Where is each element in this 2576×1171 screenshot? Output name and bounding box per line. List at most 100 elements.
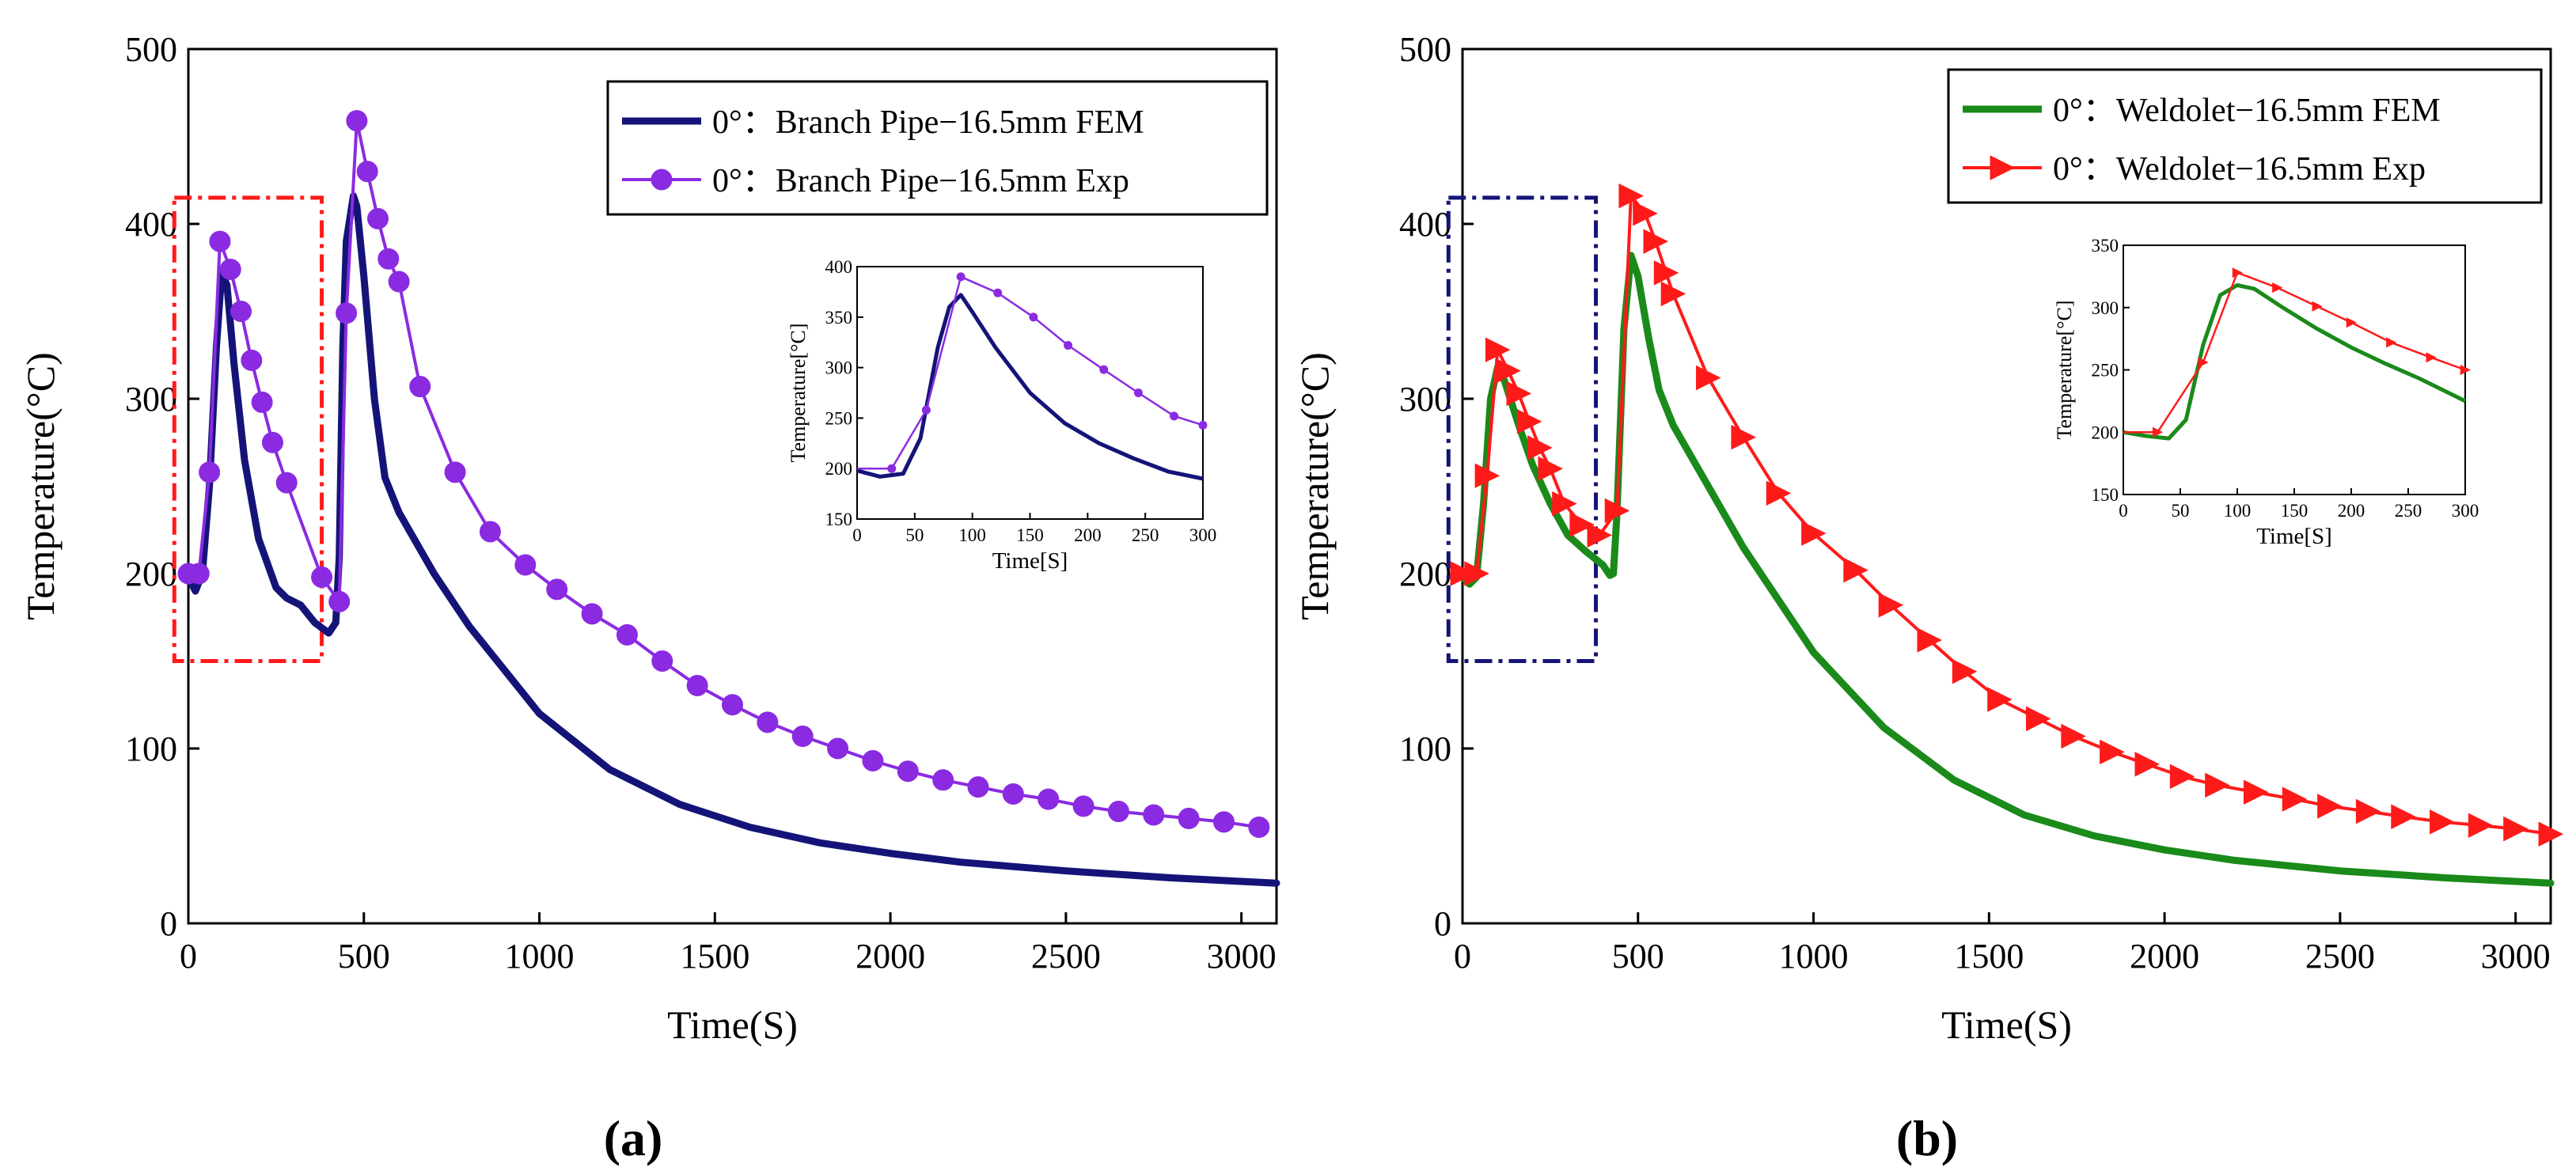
- x-tick-label-b: 2500: [2305, 937, 2375, 976]
- inset-series-marker-a-1: [1198, 420, 1208, 430]
- series-marker-a-1: [219, 258, 241, 280]
- legend-box-b: [1947, 68, 2543, 204]
- series-marker-b-1: [1653, 260, 1679, 286]
- series-marker-b-1: [1633, 200, 1658, 226]
- series-marker-b-1: [1538, 456, 1563, 482]
- legend-label-b-0: 0°：Weldolet−16.5mm FEM: [2053, 93, 2441, 129]
- series-marker-b-1: [1731, 424, 1756, 450]
- chart-panel-a: 0 500 1000 1500 2000 2500 30000100200300400500…: [18, 30, 1280, 1047]
- series-marker-a-1: [346, 110, 368, 132]
- inset-x-tick-label-a: 0: [852, 525, 862, 545]
- series-marker-b-1: [2134, 752, 2160, 777]
- inset-x-tick-label-a: 100: [958, 525, 986, 545]
- inset-x-tick-label-a: 50: [905, 525, 924, 545]
- series-marker-b-1: [1516, 408, 1542, 434]
- series-marker-a-1: [651, 650, 673, 672]
- series-marker-b-1: [1485, 337, 1511, 362]
- inset-x-tick-label-b: 100: [2224, 501, 2252, 521]
- inset-x-tick-label-b: 250: [2395, 501, 2422, 521]
- inset-x-tick-label-a: 250: [1132, 525, 1159, 545]
- inset-frame-b: [2123, 244, 2466, 495]
- inset-x-tick-label-b: 200: [2338, 501, 2365, 521]
- series-marker-a-1: [616, 623, 638, 646]
- inset-y-tick-label-b: 150: [2092, 485, 2119, 505]
- inset-y-tick-label-a: 400: [825, 257, 853, 277]
- inset-y-tick-label-b: 200: [2092, 423, 2119, 442]
- series-marker-a-1: [686, 674, 708, 696]
- series-marker-b-1: [2317, 794, 2343, 819]
- x-tick-label-b: 500: [1612, 937, 1664, 976]
- series-marker-b-1: [1643, 229, 1669, 254]
- inset-b: 0 50 100 150 200 250 300 150 200 250 300 350 Time[S]…: [2053, 236, 2479, 549]
- series-marker-a-1: [862, 749, 884, 771]
- series-marker-a-1: [367, 207, 389, 229]
- x-tick-label-a: 500: [338, 937, 390, 976]
- series-marker-a-1: [261, 431, 283, 453]
- series-marker-a-1: [722, 694, 743, 716]
- series-marker-b-1: [1506, 381, 1532, 407]
- inset-series-marker-a-1: [993, 288, 1003, 297]
- series-marker-a-1: [356, 161, 378, 183]
- inset-y-tick-label-a: 150: [825, 510, 853, 529]
- inset-series-line-a-0: [856, 293, 1204, 481]
- series-marker-b-1: [1618, 183, 1644, 209]
- x-tick-label-b: 1500: [1954, 937, 2024, 976]
- series-marker-b-1: [2282, 786, 2308, 812]
- series-marker-a-1: [932, 769, 954, 791]
- series-marker-a-1: [1038, 788, 1060, 810]
- series-marker-a-1: [444, 461, 466, 483]
- legend-a: 0°：Branch Pipe−16.5mm FEM 0°：Branch Pipe−…: [606, 80, 1269, 216]
- series-marker-a-1: [1178, 807, 1200, 829]
- series-marker-b-1: [2061, 723, 2086, 749]
- x-tick-label-b: 1000: [1779, 937, 1849, 976]
- x-tick-label-a: 3000: [1207, 937, 1277, 976]
- x-tick-label-a: 1500: [680, 937, 749, 976]
- inset-y-tick-label-a: 250: [825, 408, 853, 428]
- y-tick-label-b: 300: [1399, 380, 1451, 419]
- x-tick-label-a: 2000: [856, 937, 925, 976]
- series-marker-b-1: [2025, 706, 2051, 732]
- inset-series-marker-a-1: [887, 464, 897, 473]
- caption-b: (b): [1896, 1110, 1958, 1166]
- inset-y-tick-label-a: 300: [825, 358, 853, 378]
- series-marker-a-1: [791, 726, 814, 748]
- series-marker-a-1: [328, 590, 351, 612]
- series-line-a-0: [184, 192, 1280, 887]
- series-marker-b-1: [1474, 463, 1500, 488]
- series-marker-a-1: [1002, 783, 1024, 805]
- x-axis-label-a: Time(S): [667, 1002, 798, 1047]
- series-marker-a-1: [275, 472, 298, 494]
- inset-x-tick-label-b: 150: [2281, 501, 2309, 521]
- inset-series-marker-a-1: [1029, 313, 1038, 322]
- series-marker-b-1: [1496, 358, 1521, 384]
- caption-a: (a): [604, 1110, 663, 1166]
- series-marker-b-1: [2169, 764, 2195, 790]
- y-tick-label-a: 0: [160, 904, 177, 943]
- inset-x-tick-label-b: 50: [2172, 501, 2190, 521]
- series-marker-b-1: [2468, 813, 2494, 838]
- y-tick-label-a: 100: [125, 730, 177, 768]
- series-marker-b-1: [1527, 435, 1553, 460]
- series-marker-b-1: [2538, 821, 2564, 847]
- inset-series-marker-a-1: [921, 405, 931, 415]
- inset-y-tick-label-b: 250: [2092, 361, 2119, 381]
- chart-panel-b: 0 500 1000 1500 2000 2500 30000100200300400500…: [1292, 30, 2564, 1047]
- inset-y-tick-label-a: 350: [825, 308, 853, 328]
- inset-series-marker-b-1: [2272, 282, 2283, 294]
- y-tick-label-a: 300: [125, 380, 177, 419]
- series-marker-b-1: [2503, 816, 2529, 842]
- inset-series-marker-a-1: [1099, 365, 1109, 374]
- inset-series-marker-a-1: [1064, 341, 1073, 351]
- inset-y-axis-label-b: Temperature[°C]: [2053, 300, 2076, 439]
- series-marker-b-1: [2430, 809, 2455, 835]
- inset-series-marker-a-1: [956, 272, 966, 282]
- series-marker-b-1: [1464, 561, 1489, 586]
- legend-b: 0°：Weldolet−16.5mm FEM 0°：Weldolet−16.5mm…: [1947, 68, 2543, 204]
- x-tick-label-a: 0: [180, 937, 197, 976]
- series-marker-a-1: [581, 603, 603, 625]
- legend-marker-b-1: [1990, 155, 2016, 180]
- series-marker-a-1: [188, 563, 210, 585]
- series-marker-b-1: [1696, 365, 1721, 391]
- inset-series-marker-b-1: [2312, 301, 2323, 312]
